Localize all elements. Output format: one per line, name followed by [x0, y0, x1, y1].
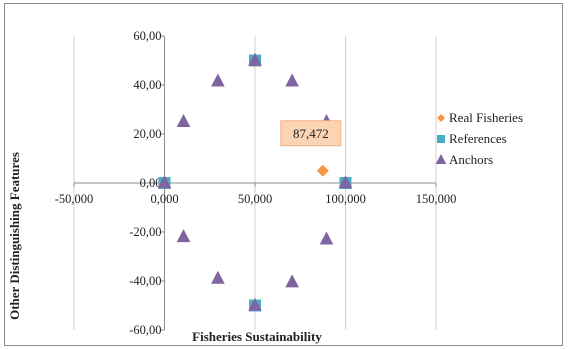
data-point-triangle: [285, 73, 299, 87]
data-point-triangle: [248, 52, 262, 66]
y-axis-title: Other Distinguishing Features: [7, 152, 22, 320]
data-point-triangle: [338, 175, 353, 189]
legend-label: Anchors: [449, 152, 493, 167]
data-point-triangle: [248, 297, 262, 311]
legend-label: Real Fisheries: [449, 110, 523, 125]
legend-marker-square: [437, 135, 445, 143]
y-tick-label: -40,00: [129, 274, 161, 288]
x-tick-label: 0,000: [150, 192, 178, 206]
legend: Real Fisheries References Anchors: [435, 110, 523, 167]
x-tick-label: 150,000: [416, 192, 457, 206]
y-tick-label: 40,00: [133, 78, 161, 92]
legend-item: Real Fisheries: [437, 110, 523, 125]
data-callout: 87,472: [280, 120, 342, 147]
data-point-triangle: [176, 229, 191, 243]
data-point-triangle: [319, 231, 334, 245]
y-tick-label: -20,00: [129, 225, 161, 239]
x-axis-title: Fisheries Sustainability: [192, 329, 322, 344]
y-tick-label: 60,00: [133, 29, 161, 43]
x-tick-label: 50,000: [238, 192, 272, 206]
x-tick-label: 100,000: [325, 192, 366, 206]
data-point-triangle: [176, 113, 191, 127]
data-point-triangle: [211, 73, 225, 87]
data-points: [157, 52, 353, 312]
legend-item: Anchors: [435, 152, 493, 167]
legend-item: References: [437, 131, 507, 146]
data-point-triangle: [211, 270, 225, 284]
callout-text: 87,472: [293, 126, 329, 141]
tick-labels: -60,00 -40,00 -20,00 0,00 20,00 40,00 60,00 -50…: [55, 29, 457, 337]
data-point-triangle: [157, 175, 172, 189]
y-tick-label: -60,00: [129, 323, 161, 337]
y-tick-label: 0,00: [140, 176, 162, 190]
legend-marker-diamond: [437, 114, 445, 122]
data-point-triangle: [285, 274, 299, 288]
legend-marker-triangle: [435, 154, 447, 164]
scatter-chart: -60,00 -40,00 -20,00 0,00 20,00 40,00 60,00 -50…: [7, 29, 523, 344]
legend-label: References: [449, 131, 507, 146]
chart-frame: -60,00 -40,00 -20,00 0,00 20,00 40,00 60,00 -50…: [4, 3, 563, 346]
data-point-diamond: [316, 164, 329, 177]
callout-label: 87,472: [280, 120, 342, 147]
callout-box: [280, 120, 342, 147]
x-tick-label: -50,000: [55, 192, 94, 206]
y-tick-label: 20,00: [133, 127, 161, 141]
